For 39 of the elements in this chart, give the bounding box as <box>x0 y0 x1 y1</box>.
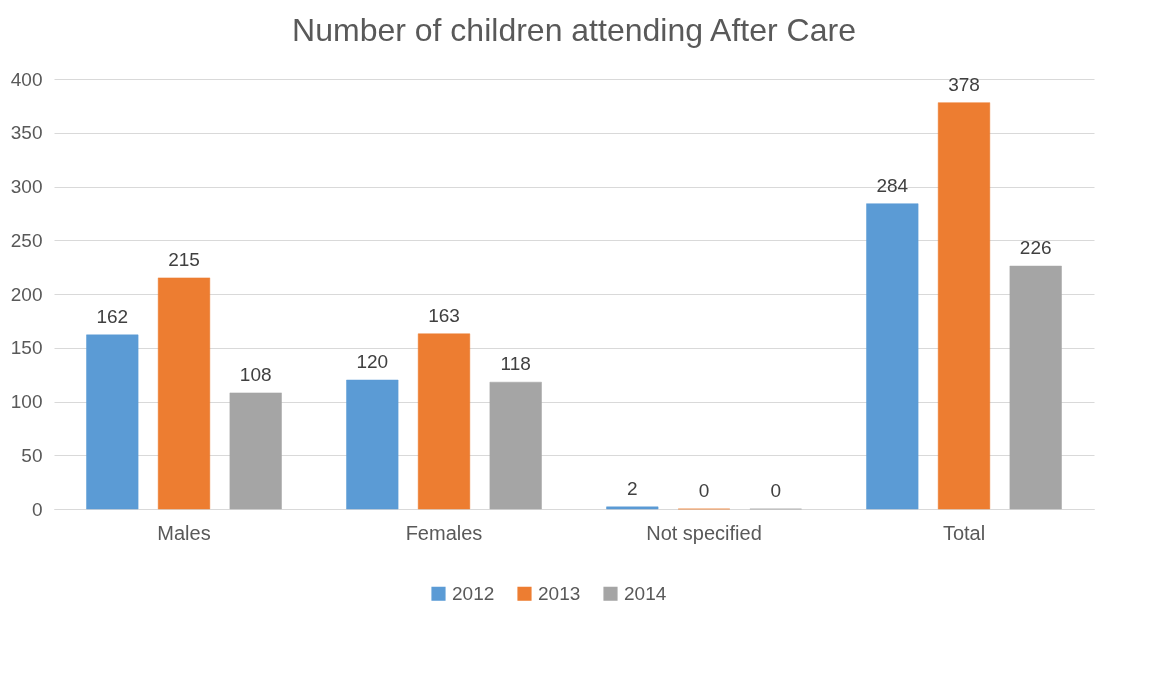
chart-title: Number of children attending After Care <box>292 12 856 48</box>
data-label: 0 <box>770 480 781 501</box>
bar <box>157 277 211 510</box>
y-tick-label: 50 <box>21 444 43 466</box>
data-label: 226 <box>1019 237 1052 259</box>
bar <box>866 203 919 510</box>
data-label: 108 <box>239 363 272 385</box>
bar <box>346 379 399 510</box>
bar <box>937 102 991 510</box>
data-label: 162 <box>96 305 129 327</box>
data-label: 284 <box>876 174 909 196</box>
bar <box>606 506 659 510</box>
legend-label: 2012 <box>452 582 495 604</box>
x-tick-label: Not specified <box>646 521 762 544</box>
x-tick-label: Males <box>157 521 211 544</box>
y-tick-label: 200 <box>10 283 43 305</box>
x-tick-label: Total <box>942 521 986 544</box>
x-tick-label: Females <box>405 521 483 544</box>
legend-label: 2014 <box>624 582 667 604</box>
data-label: 215 <box>168 248 200 270</box>
data-label: 118 <box>500 353 531 375</box>
bar <box>229 392 282 510</box>
y-tick-label: 300 <box>10 176 43 197</box>
data-label: 378 <box>948 73 980 95</box>
y-tick-label: 250 <box>10 229 43 251</box>
data-label: 0 <box>698 480 710 501</box>
y-tick-label: 350 <box>10 122 43 144</box>
data-label: 163 <box>428 304 460 326</box>
bar <box>86 334 139 510</box>
bar <box>489 381 542 510</box>
bar <box>1009 265 1062 510</box>
y-tick-label: 150 <box>10 337 43 359</box>
bar <box>417 333 471 510</box>
y-tick-label: 0 <box>31 498 43 520</box>
y-tick-label: 100 <box>10 391 43 412</box>
legend-label: 2013 <box>538 582 581 604</box>
data-label: 120 <box>356 351 389 372</box>
data-label: 2 <box>627 477 638 499</box>
y-tick-label: 400 <box>10 68 43 90</box>
